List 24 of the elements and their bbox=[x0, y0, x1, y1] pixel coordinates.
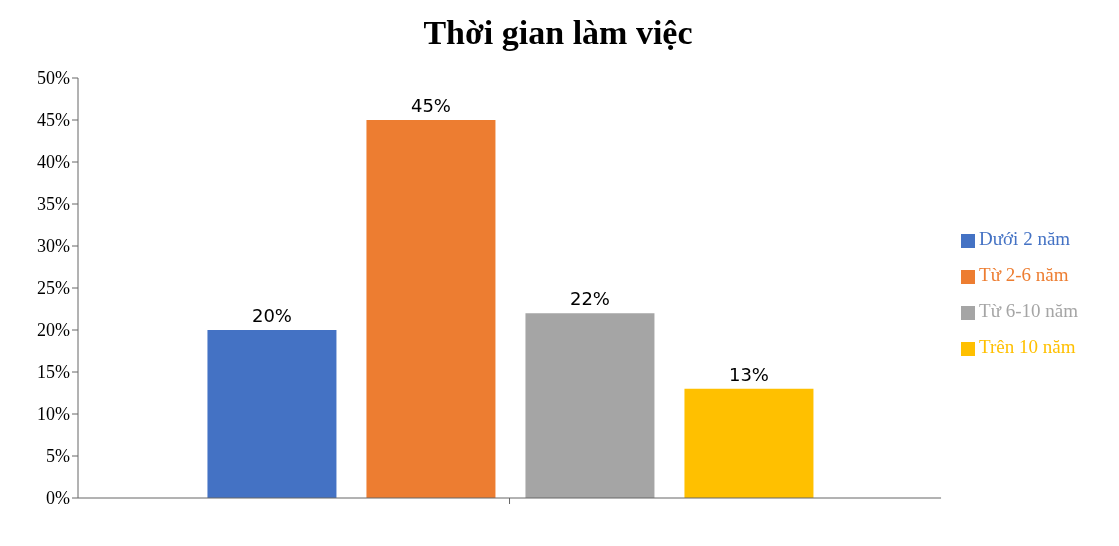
bar bbox=[207, 330, 337, 498]
data-label: 22% bbox=[569, 288, 610, 310]
data-label: 20% bbox=[251, 305, 292, 326]
data-label: 13% bbox=[728, 363, 769, 385]
bar bbox=[366, 120, 496, 498]
y-tick-label: 40% bbox=[37, 152, 70, 173]
legend-label: Từ 2-6 năm bbox=[979, 264, 1069, 285]
bar bbox=[525, 313, 655, 498]
y-tick-label: 5% bbox=[46, 446, 70, 467]
y-tick-label: 50% bbox=[37, 68, 70, 89]
y-tick-label: 35% bbox=[37, 194, 70, 215]
y-tick-label: 30% bbox=[37, 236, 70, 257]
y-tick-label: 10% bbox=[37, 404, 70, 425]
bar bbox=[684, 388, 814, 498]
data-label: 45% bbox=[410, 95, 451, 116]
y-tick-label: 15% bbox=[37, 362, 70, 383]
legend-label: Từ 6-10 năm bbox=[979, 300, 1078, 321]
y-tick-label: 20% bbox=[37, 320, 70, 341]
y-tick-label: 0% bbox=[46, 488, 70, 509]
y-tick-label: 25% bbox=[37, 278, 70, 299]
legend-label: Dưới 2 năm bbox=[979, 228, 1071, 249]
legend-label: Trên 10 năm bbox=[979, 336, 1076, 357]
y-tick-label: 45% bbox=[37, 110, 70, 131]
chart-title: Thời gian làm việc bbox=[422, 13, 694, 53]
